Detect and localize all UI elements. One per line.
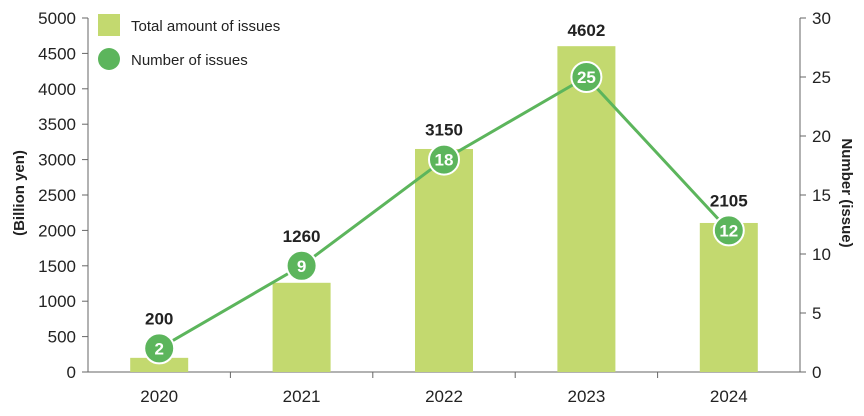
y-tick-label-left: 3500 xyxy=(38,115,76,134)
y-axis-title-left: (Billion yen) xyxy=(11,150,28,236)
x-tick-label: 2021 xyxy=(283,387,321,406)
y-tick-label-right: 30 xyxy=(812,9,831,28)
axes: 0500100015002000250030003500400045005000… xyxy=(38,9,831,406)
y-tick-label-right: 15 xyxy=(812,186,831,205)
x-tick-label: 2024 xyxy=(710,387,748,406)
legend-swatch-line xyxy=(98,48,120,70)
y-axis-title-right: Number (issue) xyxy=(838,138,855,247)
line-point-label: 9 xyxy=(297,257,306,276)
legend: Total amount of issues Number of issues xyxy=(98,14,280,70)
y-tick-label-right: 0 xyxy=(812,363,821,382)
line-point xyxy=(570,61,603,93)
line-point xyxy=(712,214,745,247)
bar-data-label: 4602 xyxy=(567,21,605,40)
bar xyxy=(699,222,758,372)
bar-data-label: 3150 xyxy=(425,121,463,140)
x-tick-label: 2022 xyxy=(425,387,463,406)
legend-swatch-bar xyxy=(98,14,120,36)
line-point-label: 12 xyxy=(719,221,738,240)
y-tick-label-left: 3000 xyxy=(38,151,76,170)
y-tick-label-left: 4500 xyxy=(38,44,76,63)
y-tick-label-left: 0 xyxy=(67,363,76,382)
legend-label-line: Number of issues xyxy=(131,52,248,69)
y-tick-label-left: 5000 xyxy=(38,9,76,28)
line-point-label: 18 xyxy=(435,151,454,170)
y-tick-label-left: 4000 xyxy=(38,80,76,99)
bar xyxy=(130,357,189,372)
line-point xyxy=(143,332,176,365)
bar-data-label: 200 xyxy=(145,309,173,328)
y-tick-label-left: 500 xyxy=(48,328,76,347)
bar xyxy=(415,148,473,372)
bar-series xyxy=(130,46,758,372)
line-point-label: 2 xyxy=(154,339,163,358)
x-tick-label: 2020 xyxy=(140,387,178,406)
y-tick-label-left: 1500 xyxy=(38,257,76,276)
line-series: 200 1260 3150 4602 2105 2 9 18 25 12 xyxy=(143,21,748,365)
y-tick-label-left: 1000 xyxy=(38,292,76,311)
x-tick-label: 2023 xyxy=(567,387,605,406)
line-point xyxy=(428,143,460,176)
bar xyxy=(557,46,616,372)
bar-data-label: 1260 xyxy=(283,227,321,246)
y-tick-label-right: 5 xyxy=(812,304,821,323)
y-tick-label-right: 10 xyxy=(812,245,831,264)
legend-label-bar: Total amount of issues xyxy=(131,18,280,35)
line-point xyxy=(285,249,318,282)
y-tick-label-left: 2000 xyxy=(38,221,76,240)
line-point-label: 25 xyxy=(577,68,596,87)
bar-data-label: 2105 xyxy=(710,191,748,210)
y-tick-label-right: 20 xyxy=(812,127,831,146)
bar xyxy=(272,282,331,372)
y-tick-label-right: 25 xyxy=(812,68,831,87)
y-tick-label-left: 2500 xyxy=(38,186,76,205)
